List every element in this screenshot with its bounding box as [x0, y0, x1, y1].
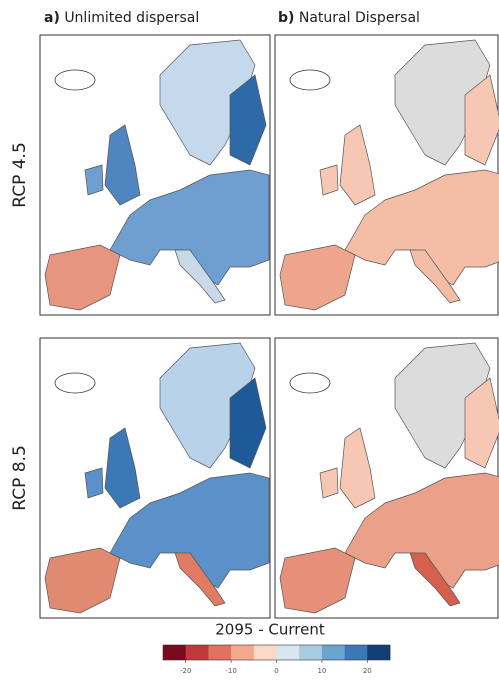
colorbar-bin	[299, 645, 322, 660]
colorbar-bin	[367, 645, 390, 660]
row-label: RCP 4.5	[10, 142, 30, 208]
colorbar-title: 2095 - Current	[215, 621, 325, 639]
panel-letter: a)	[44, 10, 60, 26]
colorbar-bin	[163, 645, 186, 660]
colorbar-tick-label: -20	[180, 667, 191, 675]
panel-name: Natural Dispersal	[299, 10, 420, 26]
panel-letter: b)	[278, 10, 294, 26]
island	[55, 70, 95, 90]
colorbar-bin	[231, 645, 254, 660]
panel-name: Unlimited dispersal	[64, 10, 199, 26]
maps	[40, 35, 499, 618]
colorbar-bin	[277, 645, 300, 660]
island	[290, 373, 330, 393]
colorbar-tick-label: -10	[225, 667, 236, 675]
land-region	[85, 165, 103, 195]
colorbar: -20 -10 0 10 20	[163, 645, 390, 675]
land-region	[320, 468, 338, 498]
row-label: RCP 8.5	[10, 445, 30, 511]
colorbar-bin	[186, 645, 209, 660]
figure: a) Unlimited dispersal b) Natural Disper…	[0, 0, 499, 689]
map-panel	[275, 338, 499, 618]
colorbar-bin	[208, 645, 231, 660]
colorbar-bin	[345, 645, 368, 660]
map-panel	[40, 35, 270, 315]
panel-title: a) Unlimited dispersal	[44, 10, 199, 26]
island	[55, 373, 95, 393]
panel-title: b) Natural Dispersal	[278, 10, 420, 26]
colorbar-bin	[322, 645, 345, 660]
colorbar-tick-label: 20	[363, 667, 372, 675]
land-region	[85, 468, 103, 498]
colorbar-tick-label: 10	[317, 667, 326, 675]
land-region	[320, 165, 338, 195]
island	[290, 70, 330, 90]
map-panel	[40, 338, 270, 618]
colorbar-bin	[254, 645, 277, 660]
map-panel	[275, 35, 499, 315]
colorbar-tick-label: 0	[274, 667, 278, 675]
